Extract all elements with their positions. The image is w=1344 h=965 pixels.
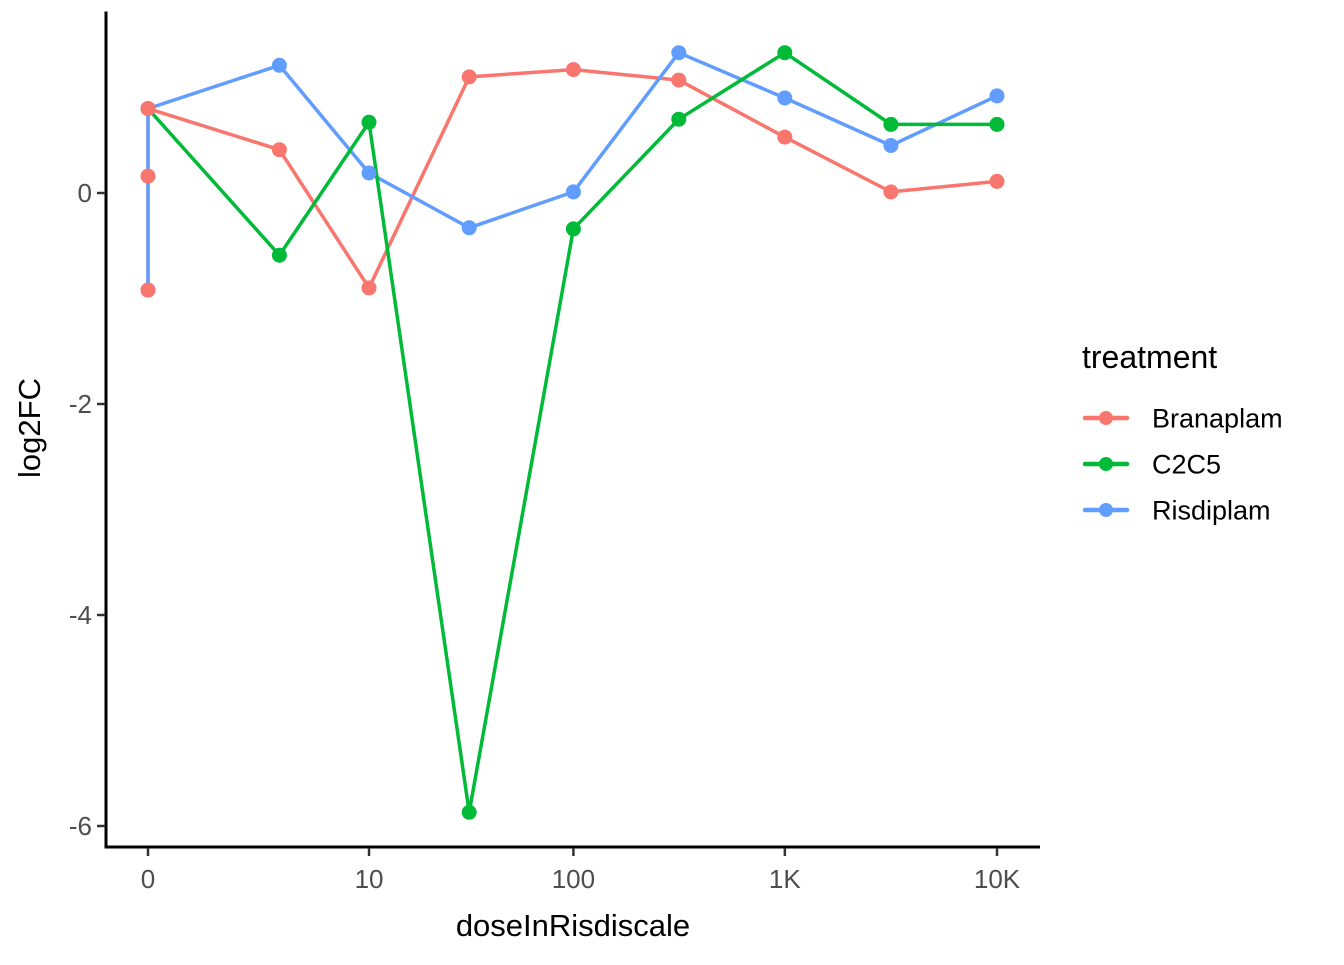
data-point-risdiplam bbox=[671, 45, 687, 61]
data-point-branaplam bbox=[989, 173, 1005, 189]
data-point-c2c5 bbox=[361, 114, 377, 130]
y-tick-label: 0 bbox=[78, 178, 92, 208]
legend-entries: Branaplam C2C5 Risdiplam bbox=[1082, 404, 1283, 526]
x-axis-title: doseInRisdiscale bbox=[456, 908, 690, 943]
series-line-c2c5 bbox=[146, 50, 999, 815]
data-point-branaplam bbox=[361, 280, 377, 296]
legend-entry-label: Risdiplam bbox=[1152, 496, 1271, 526]
data-point-c2c5 bbox=[565, 221, 581, 237]
data-point-c2c5 bbox=[989, 116, 1005, 132]
y-tick-label: -2 bbox=[69, 389, 92, 419]
y-tick-label: -4 bbox=[69, 600, 92, 630]
series-lines bbox=[146, 50, 999, 815]
data-point-risdiplam bbox=[989, 88, 1005, 104]
data-point-c2c5 bbox=[461, 804, 477, 820]
data-point-branaplam bbox=[461, 69, 477, 85]
data-point-c2c5 bbox=[671, 111, 687, 127]
legend-entry-c2c5: C2C5 bbox=[1082, 450, 1221, 480]
data-point-c2c5 bbox=[777, 45, 793, 61]
data-point-risdiplam bbox=[777, 90, 793, 106]
y-tick-label: -6 bbox=[69, 811, 92, 841]
legend-entry-branaplam: Branaplam bbox=[1082, 404, 1283, 434]
series-line-risdiplam bbox=[146, 50, 999, 292]
legend-entry-risdiplam: Risdiplam bbox=[1082, 496, 1271, 526]
x-tick-label: 100 bbox=[552, 864, 595, 894]
data-point-c2c5 bbox=[271, 247, 287, 263]
x-tick-label: 1K bbox=[769, 864, 801, 894]
data-point-branaplam bbox=[140, 282, 156, 298]
data-point-risdiplam bbox=[461, 220, 477, 236]
legend-key-point bbox=[1099, 503, 1113, 517]
data-point-risdiplam bbox=[361, 165, 377, 181]
y-axis-ticks: 0 -2 -4 -6 bbox=[69, 178, 105, 841]
data-point-branaplam bbox=[140, 101, 156, 117]
x-axis-ticks: 0 10 100 1K 10K bbox=[141, 848, 1021, 894]
legend-entry-label: C2C5 bbox=[1152, 450, 1221, 480]
legend-title: treatment bbox=[1082, 339, 1217, 375]
legend-entry-label: Branaplam bbox=[1152, 404, 1283, 434]
data-point-risdiplam bbox=[271, 57, 287, 73]
x-tick-label: 0 bbox=[141, 864, 155, 894]
data-point-risdiplam bbox=[883, 138, 899, 153]
data-point-branaplam bbox=[883, 184, 899, 200]
legend-key-point bbox=[1099, 457, 1113, 471]
data-point-c2c5 bbox=[883, 116, 899, 132]
y-axis-title: log2FC bbox=[12, 378, 47, 478]
data-point-branaplam bbox=[140, 168, 156, 184]
x-tick-label: 10K bbox=[974, 864, 1021, 894]
data-point-risdiplam bbox=[565, 184, 581, 200]
data-point-branaplam bbox=[777, 129, 793, 145]
legend: treatment Branaplam C2C5 Risdiplam bbox=[1082, 339, 1283, 526]
legend-key-point bbox=[1099, 411, 1113, 425]
data-point-branaplam bbox=[671, 72, 687, 88]
x-tick-label: 10 bbox=[355, 864, 384, 894]
series-points bbox=[140, 45, 1005, 820]
data-point-branaplam bbox=[271, 142, 287, 158]
data-point-branaplam bbox=[565, 62, 581, 78]
